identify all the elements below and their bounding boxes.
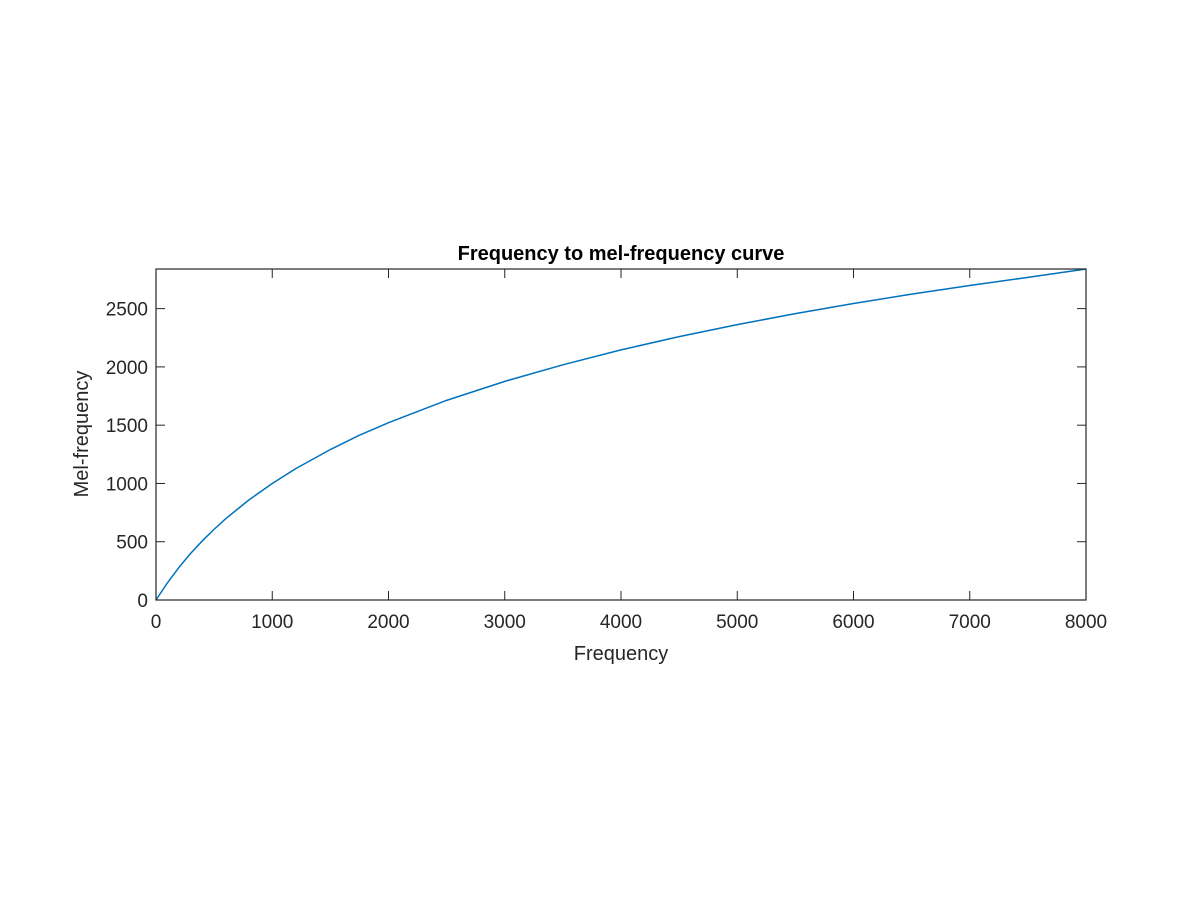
- mel-curve-line: [155, 268, 1087, 601]
- x-tick-label: 5000: [716, 612, 758, 633]
- x-tick-label: 4000: [600, 612, 642, 633]
- plot-area: [156, 269, 1086, 600]
- y-tick-label: 1000: [106, 474, 148, 495]
- curve-layer: [155, 268, 1087, 601]
- x-tick-label: 7000: [949, 612, 991, 633]
- x-tick-label: 3000: [484, 612, 526, 633]
- x-tick-label: 2000: [367, 612, 409, 633]
- chart-title: Frequency to mel-frequency curve: [458, 243, 785, 265]
- y-axis-label: Mel-frequency: [71, 371, 93, 498]
- x-tick-label: 6000: [832, 612, 874, 633]
- y-tick-label: 0: [137, 591, 148, 612]
- y-tick-label: 500: [116, 533, 148, 554]
- tick-layer: 0 1000 2000 3000 4000 5000 6000 7000 8000 0 500 100…: [106, 269, 1107, 633]
- y-tick-label: 2500: [106, 300, 148, 321]
- y-tick-label: 2000: [106, 358, 148, 379]
- x-axis-label: Frequency: [574, 643, 669, 665]
- x-tick-label: 1000: [251, 612, 293, 633]
- x-tick-label: 8000: [1065, 612, 1107, 633]
- y-tick-label: 1500: [106, 416, 148, 437]
- x-tick-label: 0: [151, 612, 162, 633]
